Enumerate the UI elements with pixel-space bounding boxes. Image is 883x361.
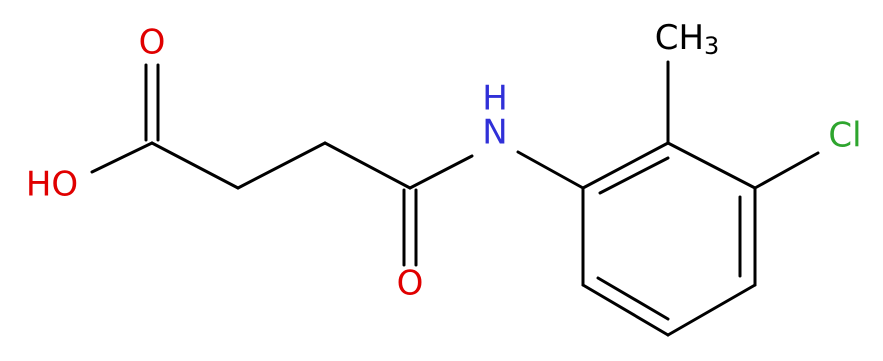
bond — [596, 276, 670, 321]
bond — [598, 156, 670, 195]
atom-label: HO — [26, 165, 78, 205]
atom-label: O — [397, 264, 424, 304]
bond — [236, 141, 327, 190]
bond — [516, 150, 585, 190]
atom-label: CH3 — [655, 18, 720, 61]
bond — [90, 141, 154, 174]
bond — [666, 141, 757, 190]
atom-label: Cl — [828, 116, 861, 156]
subscript: 3 — [704, 32, 719, 60]
atom-label: H — [482, 79, 508, 119]
bond — [581, 283, 670, 337]
bond — [666, 283, 757, 337]
bond — [753, 151, 820, 190]
bonds — [90, 60, 820, 337]
atom-label: N — [482, 113, 507, 153]
atom-label: CH — [655, 18, 704, 58]
atom-label: O — [139, 23, 166, 63]
bond — [581, 141, 670, 190]
bond — [408, 154, 474, 190]
bond — [323, 141, 412, 190]
bond — [150, 141, 240, 190]
